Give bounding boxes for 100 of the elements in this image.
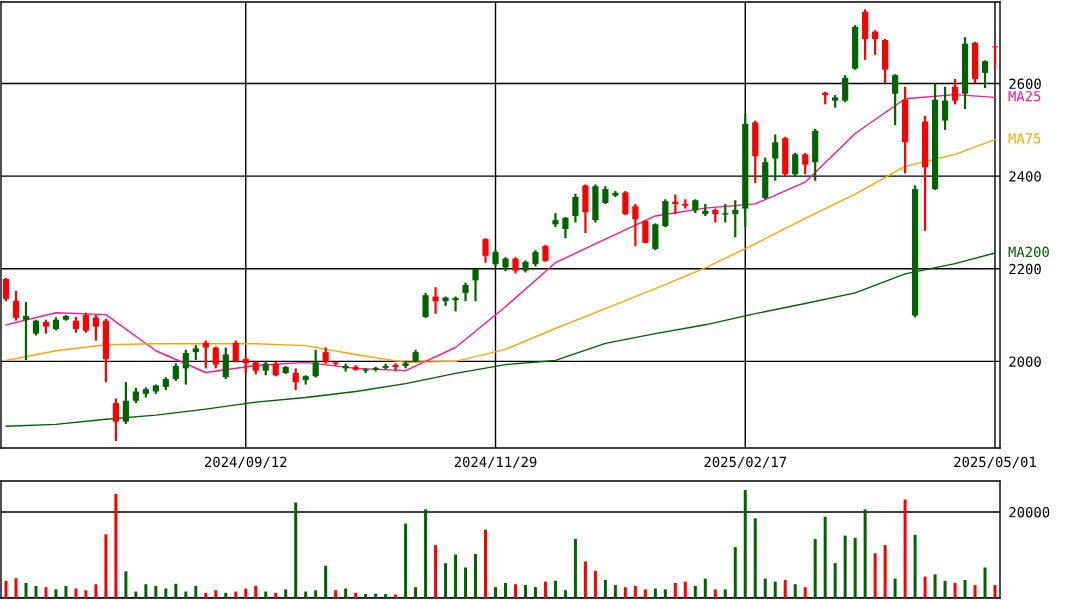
bar [943, 580, 947, 598]
bar [324, 565, 328, 598]
bar [84, 590, 88, 598]
bar [613, 585, 617, 598]
bar [54, 589, 58, 598]
bar [424, 509, 428, 598]
x-tick-label: 2024/09/12 [204, 456, 287, 469]
bar [793, 584, 797, 598]
y-tick-label: 2600 [1009, 78, 1041, 90]
bar [873, 553, 877, 598]
x-tick-label: 2025/02/17 [704, 456, 787, 469]
bar [294, 502, 298, 598]
bar [693, 585, 697, 598]
bar [274, 592, 278, 598]
bar [154, 585, 158, 598]
bar [533, 587, 537, 598]
bar [134, 591, 138, 598]
bar [104, 534, 108, 598]
bar [753, 518, 757, 598]
bar [773, 581, 777, 598]
bar [843, 535, 847, 598]
bar [14, 578, 18, 598]
bar [783, 579, 787, 598]
bar [44, 587, 48, 598]
bar [184, 591, 188, 598]
bar [953, 582, 957, 598]
bar [224, 592, 228, 598]
bar [444, 563, 448, 598]
bar [404, 523, 408, 598]
bar [623, 587, 627, 598]
bar [304, 591, 308, 598]
bar [913, 534, 917, 598]
y-tick-label: 20000 [1009, 506, 1050, 518]
bar [174, 583, 178, 598]
bar [713, 589, 717, 598]
bar [244, 588, 248, 598]
bar [933, 574, 937, 598]
x-tick-label: 2025/05/01 [954, 456, 1036, 469]
bar [4, 580, 8, 598]
bar [543, 581, 547, 598]
bar [923, 576, 927, 598]
bar [803, 587, 807, 598]
bar [833, 563, 837, 598]
bar [813, 539, 817, 598]
bar [573, 539, 577, 598]
bar [513, 584, 517, 598]
bar [204, 592, 208, 598]
bar [603, 579, 607, 598]
y-tick-label: 2000 [1009, 356, 1041, 367]
y-tick-label: 2200 [1009, 263, 1041, 275]
bar [723, 589, 727, 598]
bar [384, 594, 388, 598]
bar [454, 554, 458, 598]
bar [394, 594, 398, 598]
bar [334, 590, 338, 598]
x-tick-label: 2024/11/29 [454, 456, 537, 469]
bar [484, 529, 488, 598]
bar [344, 588, 348, 598]
bar [673, 582, 677, 598]
bar [434, 545, 438, 598]
bar [883, 545, 887, 598]
bar [164, 588, 168, 598]
series-label: MA75 [1008, 133, 1041, 144]
bar [903, 499, 907, 598]
bar [234, 591, 238, 598]
bar [683, 581, 687, 598]
bar [414, 587, 418, 598]
bar [114, 493, 118, 598]
bar [893, 578, 897, 598]
y-tick-label: 2400 [1009, 171, 1041, 182]
bar [823, 516, 827, 598]
bar [863, 509, 867, 598]
series-label: MA200 [1008, 246, 1049, 258]
bar [364, 594, 368, 598]
bar [853, 537, 857, 598]
bar [743, 490, 747, 598]
bar [993, 585, 997, 598]
bar [194, 585, 198, 598]
bar [94, 584, 98, 598]
bar [593, 570, 597, 598]
bar [504, 582, 507, 598]
bar [284, 589, 288, 598]
bar [264, 591, 268, 598]
bar [34, 585, 38, 598]
bar [464, 567, 468, 598]
bar [643, 589, 647, 598]
bar [354, 592, 358, 598]
bar [633, 585, 637, 598]
bar [24, 582, 28, 598]
bar [663, 589, 667, 598]
bar [64, 585, 68, 598]
bar [374, 593, 378, 598]
bar [653, 588, 657, 598]
bar [523, 585, 527, 598]
line-series [5, 138, 996, 364]
bar [963, 579, 967, 598]
bar [474, 554, 478, 598]
bar [314, 590, 318, 598]
bar [973, 585, 977, 598]
bar [563, 590, 567, 598]
